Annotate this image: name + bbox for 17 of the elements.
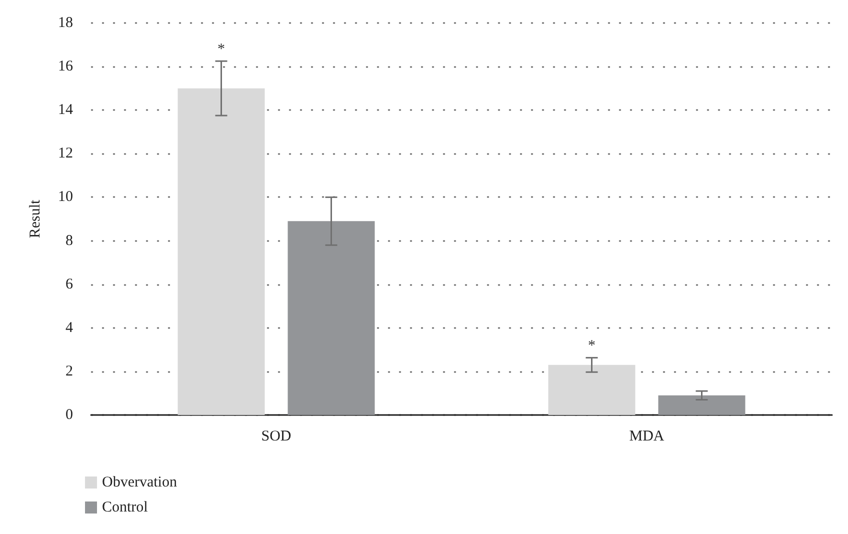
y-tick-label: 18: [58, 15, 73, 31]
y-axis-title: Result: [28, 199, 44, 238]
y-tick-label: 0: [66, 407, 73, 423]
legend-label: Obvervation: [102, 474, 178, 490]
y-tick-label: 12: [58, 146, 73, 162]
y-tick-label: 16: [58, 58, 74, 75]
y-tick-label: 14: [58, 102, 74, 118]
x-tick-label: SOD: [261, 428, 292, 444]
y-tick-label: 10: [58, 189, 73, 206]
y-tick-label: 2: [66, 363, 73, 380]
y-tick-label: 6: [66, 276, 74, 292]
legend-label: Control: [102, 500, 148, 516]
y-tick-label: 8: [66, 232, 73, 249]
x-tick-label: MDA: [629, 428, 664, 444]
y-tick-label: 4: [66, 320, 74, 336]
data-label: *: [588, 338, 596, 354]
data-label: *: [218, 42, 225, 58]
